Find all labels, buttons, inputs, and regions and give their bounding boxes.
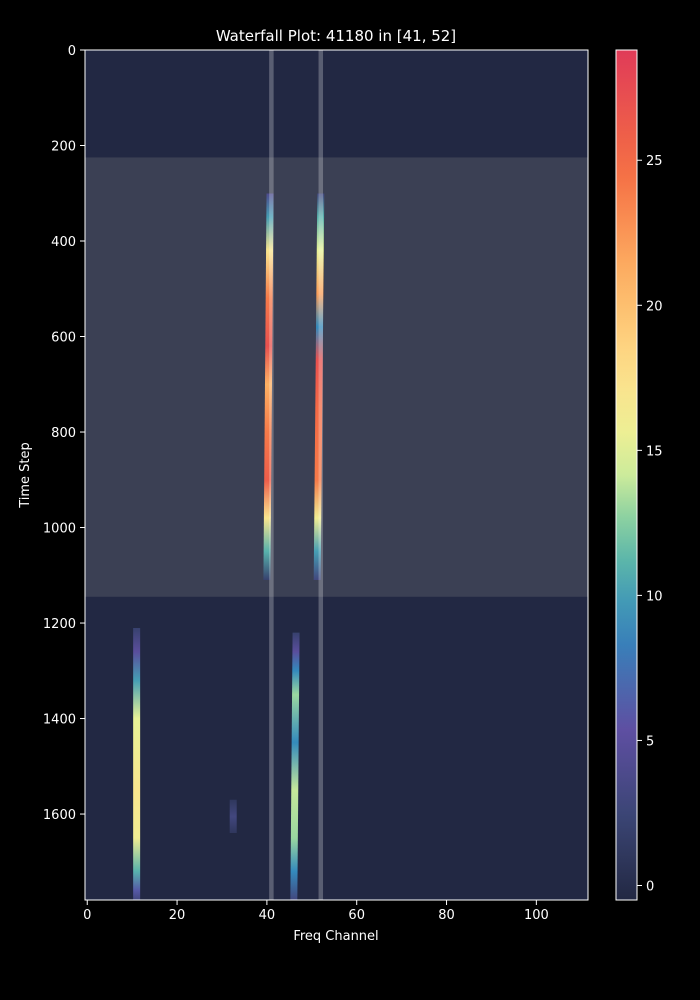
x-tick-label: 20 xyxy=(169,908,186,923)
y-tick-label: 800 xyxy=(51,426,76,441)
highlight-time-region xyxy=(85,157,588,597)
steady-signal-ch11 xyxy=(133,627,141,900)
x-tick-label: 100 xyxy=(524,908,549,923)
chart-title: Waterfall Plot: 41180 in [41, 52] xyxy=(216,27,456,45)
y-tick-label: 1400 xyxy=(43,713,76,728)
x-tick-label: 60 xyxy=(348,908,365,923)
y-tick-label: 1200 xyxy=(43,617,76,632)
y-tick-label: 400 xyxy=(51,235,76,250)
y-axis-label: Time Step xyxy=(18,442,33,509)
x-axis-label: Freq Channel xyxy=(293,929,378,944)
colorbar-tick-label: 20 xyxy=(646,299,663,314)
drift-signal-ch52 xyxy=(313,193,325,581)
y-tick-label: 0 xyxy=(68,44,76,59)
highlight-channel-52 xyxy=(318,50,324,900)
y-tick-label: 1000 xyxy=(43,522,76,537)
x-tick-label: 0 xyxy=(83,908,91,923)
faint-signal-ch32 xyxy=(229,799,237,834)
colorbar xyxy=(615,49,638,901)
colorbar-tick-label: 25 xyxy=(646,154,663,169)
y-tick-label: 1600 xyxy=(43,808,76,823)
plot-frame xyxy=(84,49,589,901)
colorbar-tick-label: 5 xyxy=(646,734,654,749)
colorbar-tick-label: 15 xyxy=(646,444,663,459)
colorbar-tick-label: 0 xyxy=(646,879,654,894)
drift-signal-ch41 xyxy=(263,193,274,581)
x-tick-label: 40 xyxy=(259,908,276,923)
y-tick-label: 200 xyxy=(51,140,76,155)
highlight-channel-41 xyxy=(269,50,274,900)
y-tick-label: 600 xyxy=(51,331,76,346)
colorbar-tick-label: 10 xyxy=(646,589,663,604)
steady-signal-ch46 xyxy=(290,632,300,900)
x-tick-label: 80 xyxy=(438,908,455,923)
